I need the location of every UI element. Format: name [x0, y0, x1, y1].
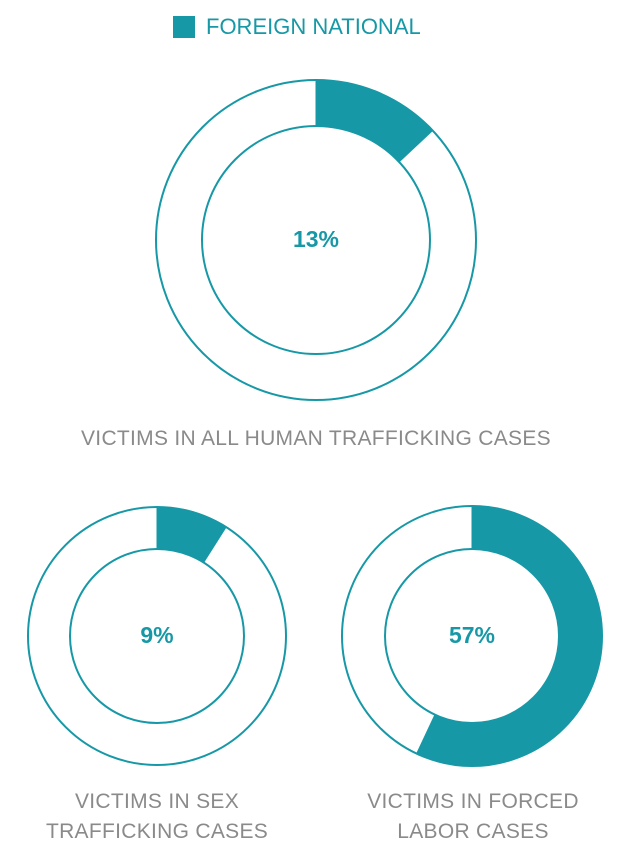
chart-caption: VICTIMS IN FORCED LABOR CASES — [367, 790, 579, 843]
center-label: 9% — [140, 622, 173, 648]
chart-caption: VICTIMS IN SEX TRAFFICKING CASES — [45, 790, 269, 843]
ring-inner — [384, 548, 560, 724]
center-label: 57% — [449, 622, 495, 648]
chart-caption: VICTIMS IN ALL HUMAN TRAFFICKING CASES — [81, 427, 551, 450]
legend-label: FOREIGN NATIONAL — [206, 14, 421, 39]
ring-inner — [201, 125, 431, 355]
legend-swatch — [173, 16, 195, 38]
center-label: 13% — [293, 226, 339, 252]
ring-inner — [69, 548, 245, 724]
